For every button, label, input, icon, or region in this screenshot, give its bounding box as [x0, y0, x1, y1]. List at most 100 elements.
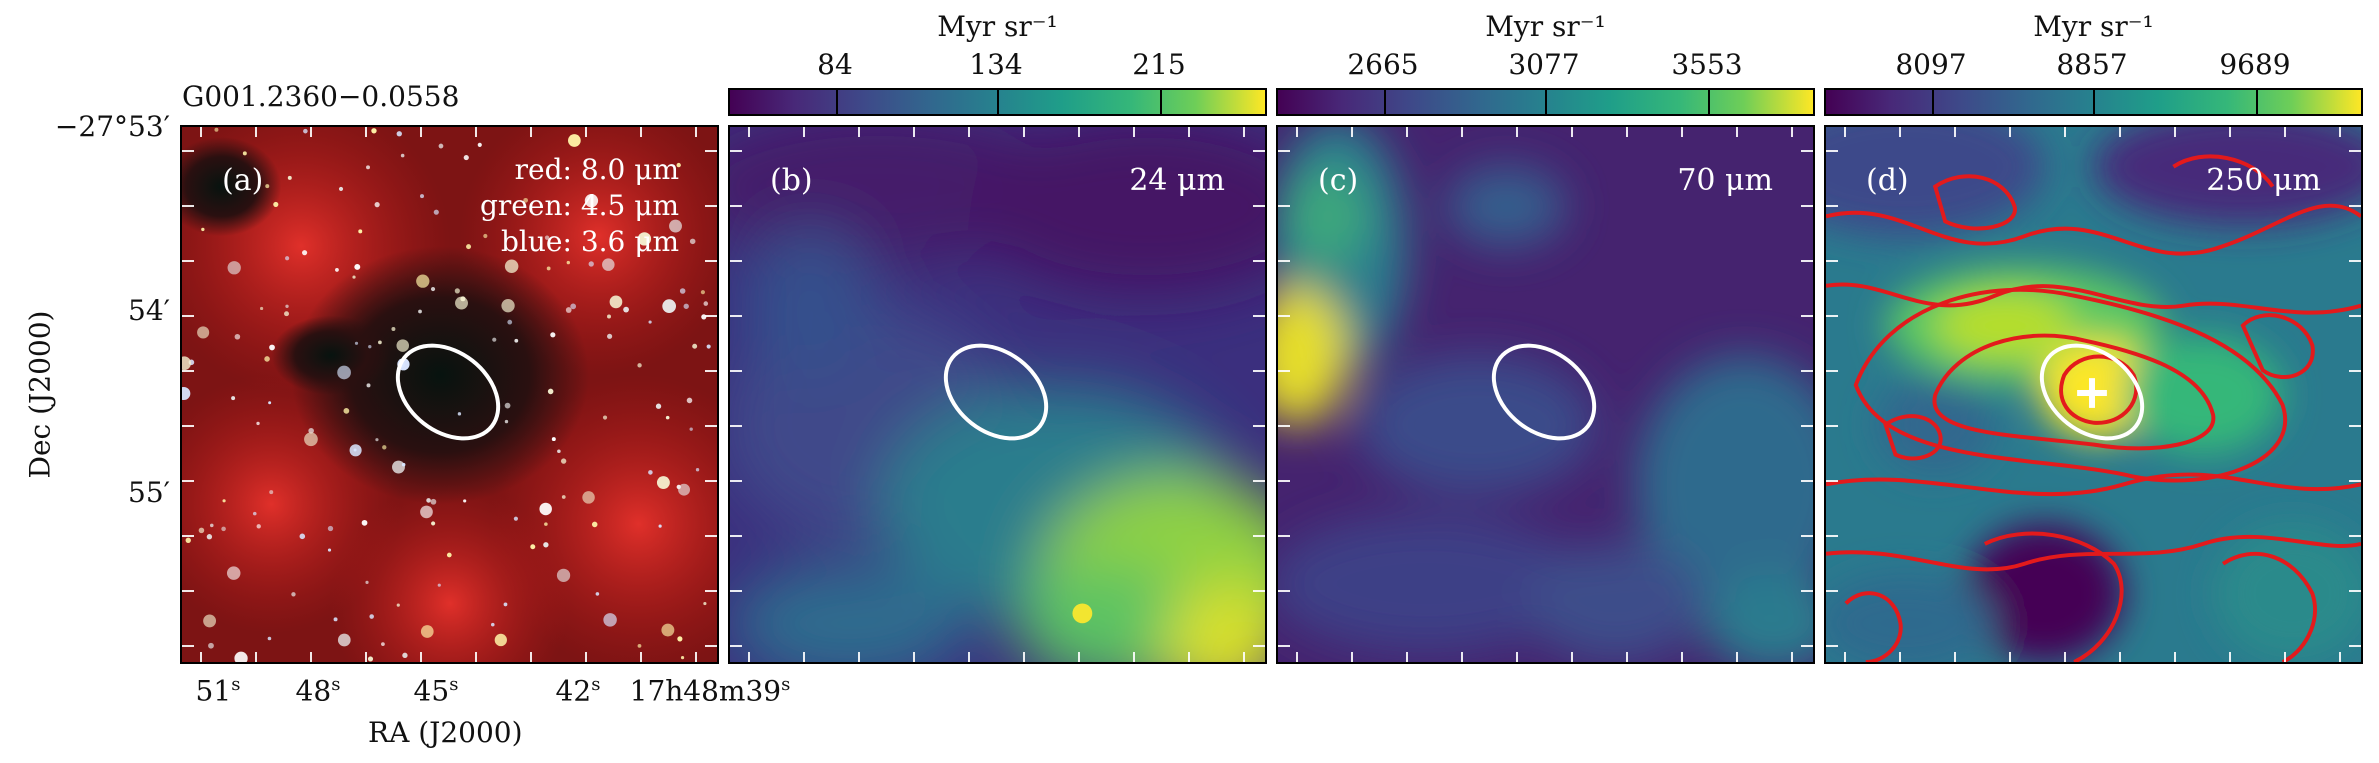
star [358, 229, 363, 234]
star [543, 542, 549, 548]
star [374, 202, 380, 208]
axis-tick [1826, 425, 1838, 427]
axis-tick [182, 315, 194, 317]
axis-tick [705, 645, 717, 647]
contour-lines [1826, 154, 2361, 662]
star [602, 258, 615, 271]
star [656, 476, 670, 489]
axis-tick [182, 480, 194, 482]
star [648, 470, 653, 475]
axis-tick [1571, 127, 1573, 137]
star [655, 403, 662, 409]
peak-marker [2077, 378, 2107, 408]
star [416, 274, 430, 288]
axis-tick [1278, 645, 1290, 647]
source-ellipse [2039, 343, 2145, 441]
star [209, 523, 214, 528]
star [231, 396, 236, 401]
star [514, 338, 519, 343]
star [337, 633, 351, 647]
axis-tick [420, 652, 422, 662]
star [680, 656, 685, 660]
colorbar-tick-label: 3553 [1671, 48, 1743, 81]
star [420, 194, 424, 199]
axis-tick [1826, 645, 1838, 647]
axis-tick [730, 315, 742, 317]
star [402, 652, 408, 659]
axis-tick [695, 652, 697, 662]
star [595, 592, 600, 596]
star [264, 356, 270, 362]
y-tick-label: 54′ [128, 294, 170, 327]
axis-tick [1801, 590, 1813, 592]
star [677, 636, 683, 642]
panel-250um: (d) 250 μm [1824, 125, 2363, 664]
axis-tick [1253, 480, 1265, 482]
axis-tick [705, 315, 717, 317]
band-label: 250 μm [2206, 163, 2321, 198]
star [400, 153, 405, 158]
axis-tick [1406, 652, 1408, 662]
axis-tick [2174, 652, 2176, 662]
x-tick-label: 45s [413, 674, 459, 708]
star [256, 524, 261, 529]
star [561, 495, 566, 499]
axis-tick [1736, 127, 1738, 137]
axis-tick [200, 652, 202, 662]
star [695, 468, 700, 472]
star [234, 333, 241, 340]
star [703, 301, 709, 306]
axis-tick [705, 535, 717, 537]
axis-tick [1253, 260, 1265, 262]
axis-tick [2064, 652, 2066, 662]
star [182, 386, 191, 401]
axis-tick [705, 590, 717, 592]
colorbar-tick-label: 8857 [2056, 48, 2128, 81]
star [214, 127, 219, 132]
star [361, 519, 368, 526]
star [371, 128, 377, 134]
star [504, 419, 509, 424]
axis-tick [2349, 370, 2361, 372]
star [182, 356, 192, 371]
axis-tick [1681, 127, 1683, 137]
star [609, 295, 623, 309]
axis-tick [182, 260, 194, 262]
axis-tick [2229, 127, 2231, 137]
axis-tick [1826, 535, 1838, 537]
colorbar-title: Myr sr⁻¹ [2033, 10, 2154, 43]
star [265, 184, 270, 189]
star [284, 311, 289, 317]
star [430, 287, 436, 292]
y-tick-label: 55′ [128, 476, 170, 509]
star [466, 244, 472, 250]
panel-label: (c) [1318, 163, 1359, 198]
axis-tick [1253, 150, 1265, 152]
colorbar-70um [1276, 88, 1815, 116]
star [700, 290, 705, 295]
axis-tick [255, 127, 257, 137]
axis-tick [705, 480, 717, 482]
x-tick-label: 17h48m39s [629, 674, 791, 708]
axis-tick [730, 535, 742, 537]
star [560, 458, 567, 464]
axis-tick [1133, 127, 1135, 137]
star [438, 143, 444, 149]
axis-tick [310, 652, 312, 662]
axis-tick [1253, 425, 1265, 427]
x-tick-label: 51s [195, 674, 241, 708]
panel-label: (b) [770, 163, 813, 198]
axis-tick [365, 127, 367, 137]
star [256, 421, 260, 426]
axis-tick [1278, 425, 1290, 427]
axis-tick [2349, 260, 2361, 262]
band-label: 70 μm [1677, 163, 1773, 198]
star [546, 266, 551, 271]
star [268, 401, 272, 405]
axis-tick [1078, 127, 1080, 137]
star [378, 340, 382, 345]
star [396, 339, 410, 352]
axis-tick [1736, 652, 1738, 662]
axis-tick [1791, 127, 1793, 137]
star [242, 151, 247, 156]
